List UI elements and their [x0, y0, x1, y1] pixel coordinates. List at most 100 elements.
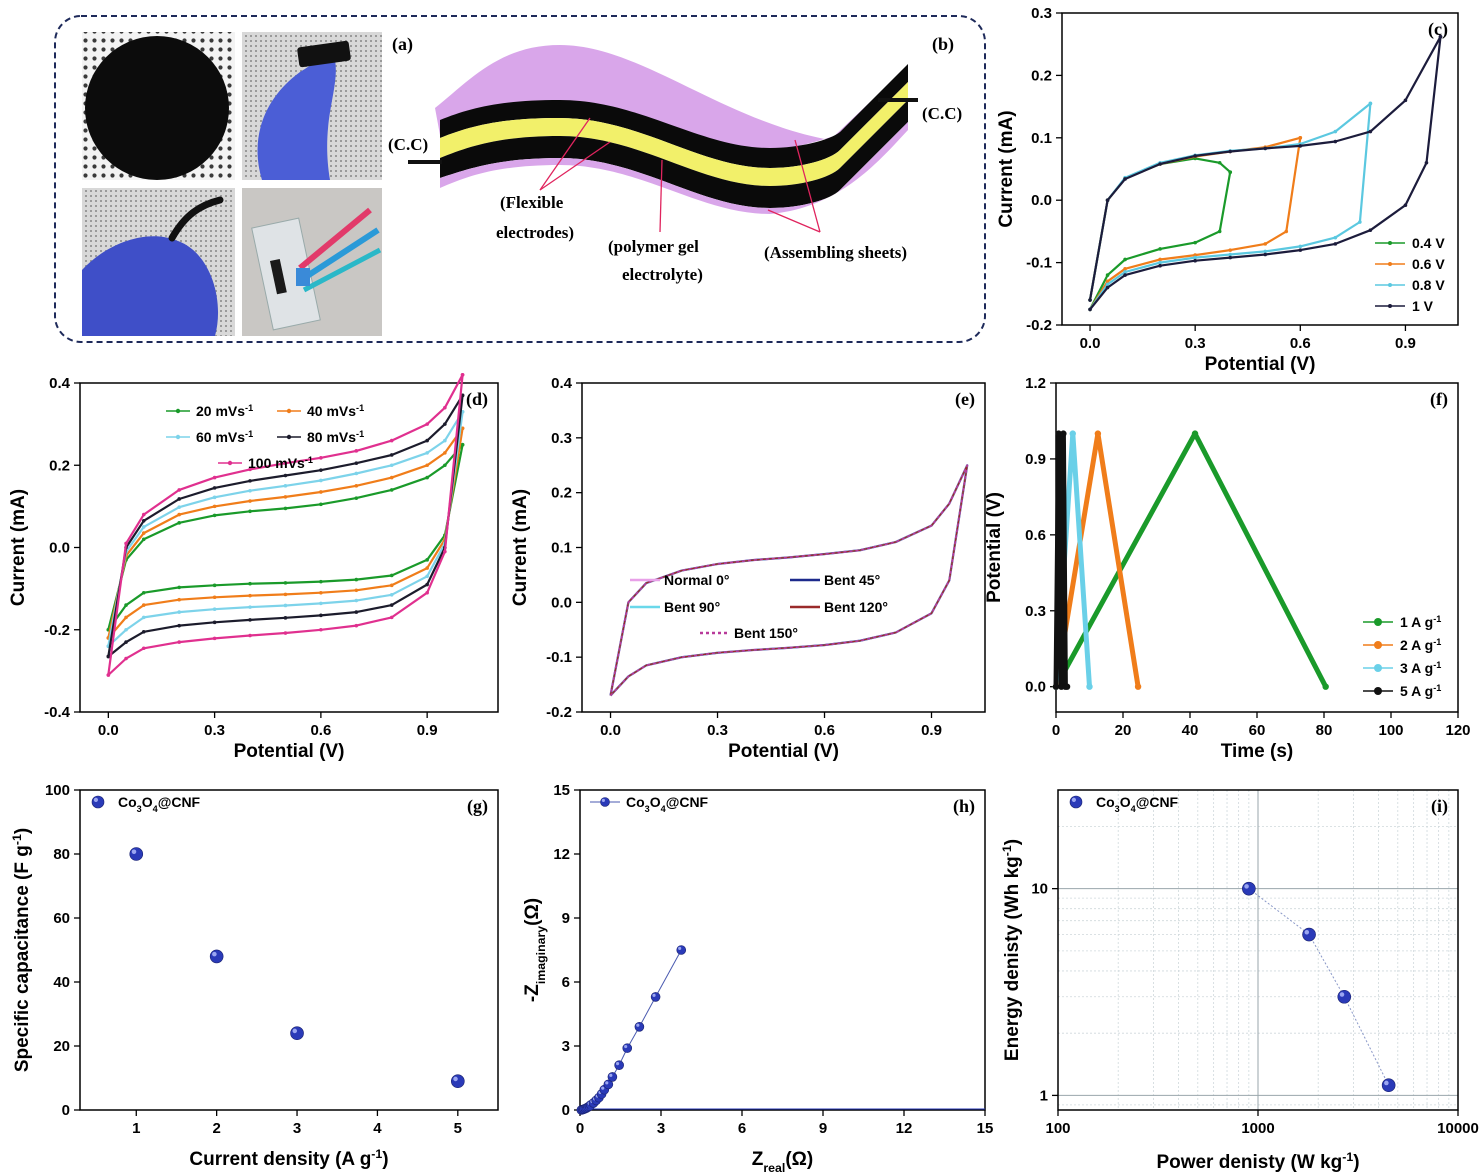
- y-tick-label-e-0: -0.2: [546, 704, 572, 721]
- series-d-2-pt-1: [124, 627, 128, 632]
- series-c-2-pt-11: [1368, 101, 1373, 106]
- data-point-g-3: [451, 1074, 465, 1088]
- data-point-i-1-hl: [1304, 929, 1310, 935]
- series-d-0-pt-7: [319, 579, 323, 584]
- series-d-3-pt-16: [389, 453, 394, 457]
- x-tick-label-g-3: 4: [373, 1120, 382, 1137]
- legend-h-label: Co3O4@CNF: [626, 794, 709, 814]
- series-f-3-pt-0: [1052, 683, 1060, 690]
- series-d-4-pt-22: [177, 488, 181, 492]
- x-axis-label-c: Potential (V): [1205, 354, 1316, 375]
- series-d-3-pt-10: [425, 582, 429, 587]
- series-d-0-pt-6: [283, 581, 288, 585]
- series-d-0-pt-8: [354, 577, 359, 582]
- data-point-i-0-hl: [1244, 884, 1249, 889]
- series-d-4-pt-13: [460, 372, 465, 377]
- legend-d-label-4: 100 mVs-1: [248, 455, 313, 471]
- series-c-1-pt-9: [1298, 136, 1303, 140]
- x-tick-label-h-2: 6: [738, 1120, 746, 1137]
- x-axis-label-h: Zreal(Ω): [752, 1149, 813, 1174]
- legend-g-marker: [91, 795, 105, 809]
- series-d-2-pt-7: [319, 601, 323, 606]
- series-c-3-pt-24: [1088, 298, 1092, 302]
- series-c-3-pt-14: [1403, 98, 1408, 103]
- legend-d-label-3: 80 mVs-1: [307, 429, 364, 445]
- series-f-1-pt-2: [1134, 683, 1142, 690]
- legend-h-label-part-1: 3: [645, 804, 650, 814]
- data-point-g-2-hl: [292, 1028, 298, 1034]
- legend-i-marker: [1069, 795, 1083, 809]
- series-d-3-pt-7: [319, 613, 323, 618]
- x-tick-label-f-4: 80: [1316, 722, 1333, 739]
- series-c-2-pt-3: [1158, 260, 1162, 265]
- y-axis-label-g: Specific capacitance (F g-1): [10, 828, 33, 1072]
- y-tick-label-h-3: 9: [562, 910, 570, 927]
- series-d-1-pt-13: [460, 426, 465, 431]
- legend-i-label-part-2: O: [1120, 794, 1131, 810]
- x-axis-label-i: Power denisty (W kg-1): [1156, 1150, 1359, 1173]
- data-point-g-0-hl: [131, 849, 137, 854]
- legend-h-label-part-4: @CNF: [666, 794, 709, 810]
- legend-g-label-part-3: 4: [153, 804, 159, 814]
- series-d-2-pt-17: [354, 471, 359, 476]
- y-axis-label-h-part-1: imaginary: [534, 926, 548, 984]
- chart-g: 1 2 3 4 5 0 20 40 60 80 100 (g) Current density (A g…: [10, 782, 499, 1170]
- legend-e-label-4: Bent 150°: [734, 625, 798, 641]
- y-tick-label-c-2: 0.0: [1031, 192, 1052, 209]
- x-axis-label-i-part-2: ): [1353, 1152, 1359, 1173]
- series-d-3-pt-6: [283, 616, 288, 620]
- series-d-4-pt-3: [177, 640, 181, 644]
- pointer-assembling-2: [794, 139, 821, 233]
- y-axis-label-i: Energy denisty (Wh kg-1): [1000, 839, 1023, 1061]
- series-c-3-pt-18: [1263, 146, 1268, 151]
- series-c-1-pt-7: [1284, 229, 1289, 234]
- y-tick-label-g-3: 60: [53, 910, 70, 927]
- series-c-0-pt-1: [1105, 273, 1110, 277]
- data-point-i-3: [1381, 1078, 1396, 1093]
- series-line-f-3: [1053, 431, 1068, 690]
- series-c-2-pt-1: [1105, 282, 1110, 287]
- legend-g-label-part-2: O: [142, 794, 153, 810]
- data-point-h-16-hl: [624, 1044, 628, 1049]
- y-tick-label-f-3: 0.9: [1025, 451, 1046, 468]
- legend-e-label-3: Bent 120°: [824, 599, 888, 615]
- legend-h-marker: [600, 797, 610, 807]
- x-tick-label-i-0: 100: [1045, 1120, 1070, 1137]
- series-d-1-pt-18: [319, 490, 323, 494]
- x-axis-label-e: Potential (V): [728, 741, 839, 762]
- legend-d-label-3-part-0: 80 mVs: [307, 429, 356, 445]
- series-c-3-pt-7: [1298, 248, 1303, 252]
- y-tick-label-h-4: 12: [553, 846, 570, 863]
- series-d-4-pt-20: [248, 467, 252, 472]
- y-tick-label-e-1: -0.1: [546, 649, 572, 666]
- series-line-c-2: [1088, 102, 1372, 311]
- series-d-1-pt-10: [425, 566, 429, 570]
- cable-blue: [296, 227, 380, 285]
- data-point-h-18-hl: [652, 993, 656, 997]
- series-line-i: [1248, 888, 1390, 1086]
- series-c-2-pt-12: [1333, 129, 1338, 134]
- series-d-2-pt-2: [141, 615, 146, 620]
- series-d-3-pt-14: [443, 422, 447, 426]
- series-d-1-pt-9: [389, 583, 394, 588]
- x-axis-label-g-part-2: ): [382, 1149, 388, 1170]
- panel-tag-h: (h): [953, 796, 975, 817]
- legend-d-label-2: 60 mVs-1: [196, 429, 253, 445]
- series-d-0-pt-15: [425, 475, 429, 480]
- series-d-3-pt-17: [354, 461, 359, 465]
- series-d-4-pt-2: [141, 646, 146, 651]
- data-point-h-14: [607, 1072, 618, 1082]
- legend-f-label-3: 5 A g-1: [1400, 683, 1441, 699]
- y-tick-label-c-1: -0.1: [1026, 255, 1052, 272]
- x-axis-label-g-part-1: -1: [371, 1147, 382, 1161]
- series-c-2-pt-6: [1263, 249, 1268, 254]
- chart-c: 0.0 0.3 0.6 0.9 -0.2 -0.1 0.0 0.1 0.2 0.3 (c) Poten…: [996, 5, 1459, 375]
- series-line-h: [581, 949, 682, 1111]
- x-axis-label-i-part-0: Power denisty (W kg: [1156, 1152, 1342, 1173]
- y-tick-label-g-4: 80: [53, 846, 70, 863]
- y-tick-label-c-0: -0.2: [1026, 317, 1052, 334]
- y-tick-label-h-5: 15: [553, 782, 570, 799]
- y-tick-label-h-2: 6: [562, 974, 570, 991]
- series-d-0-pt-19: [283, 506, 288, 511]
